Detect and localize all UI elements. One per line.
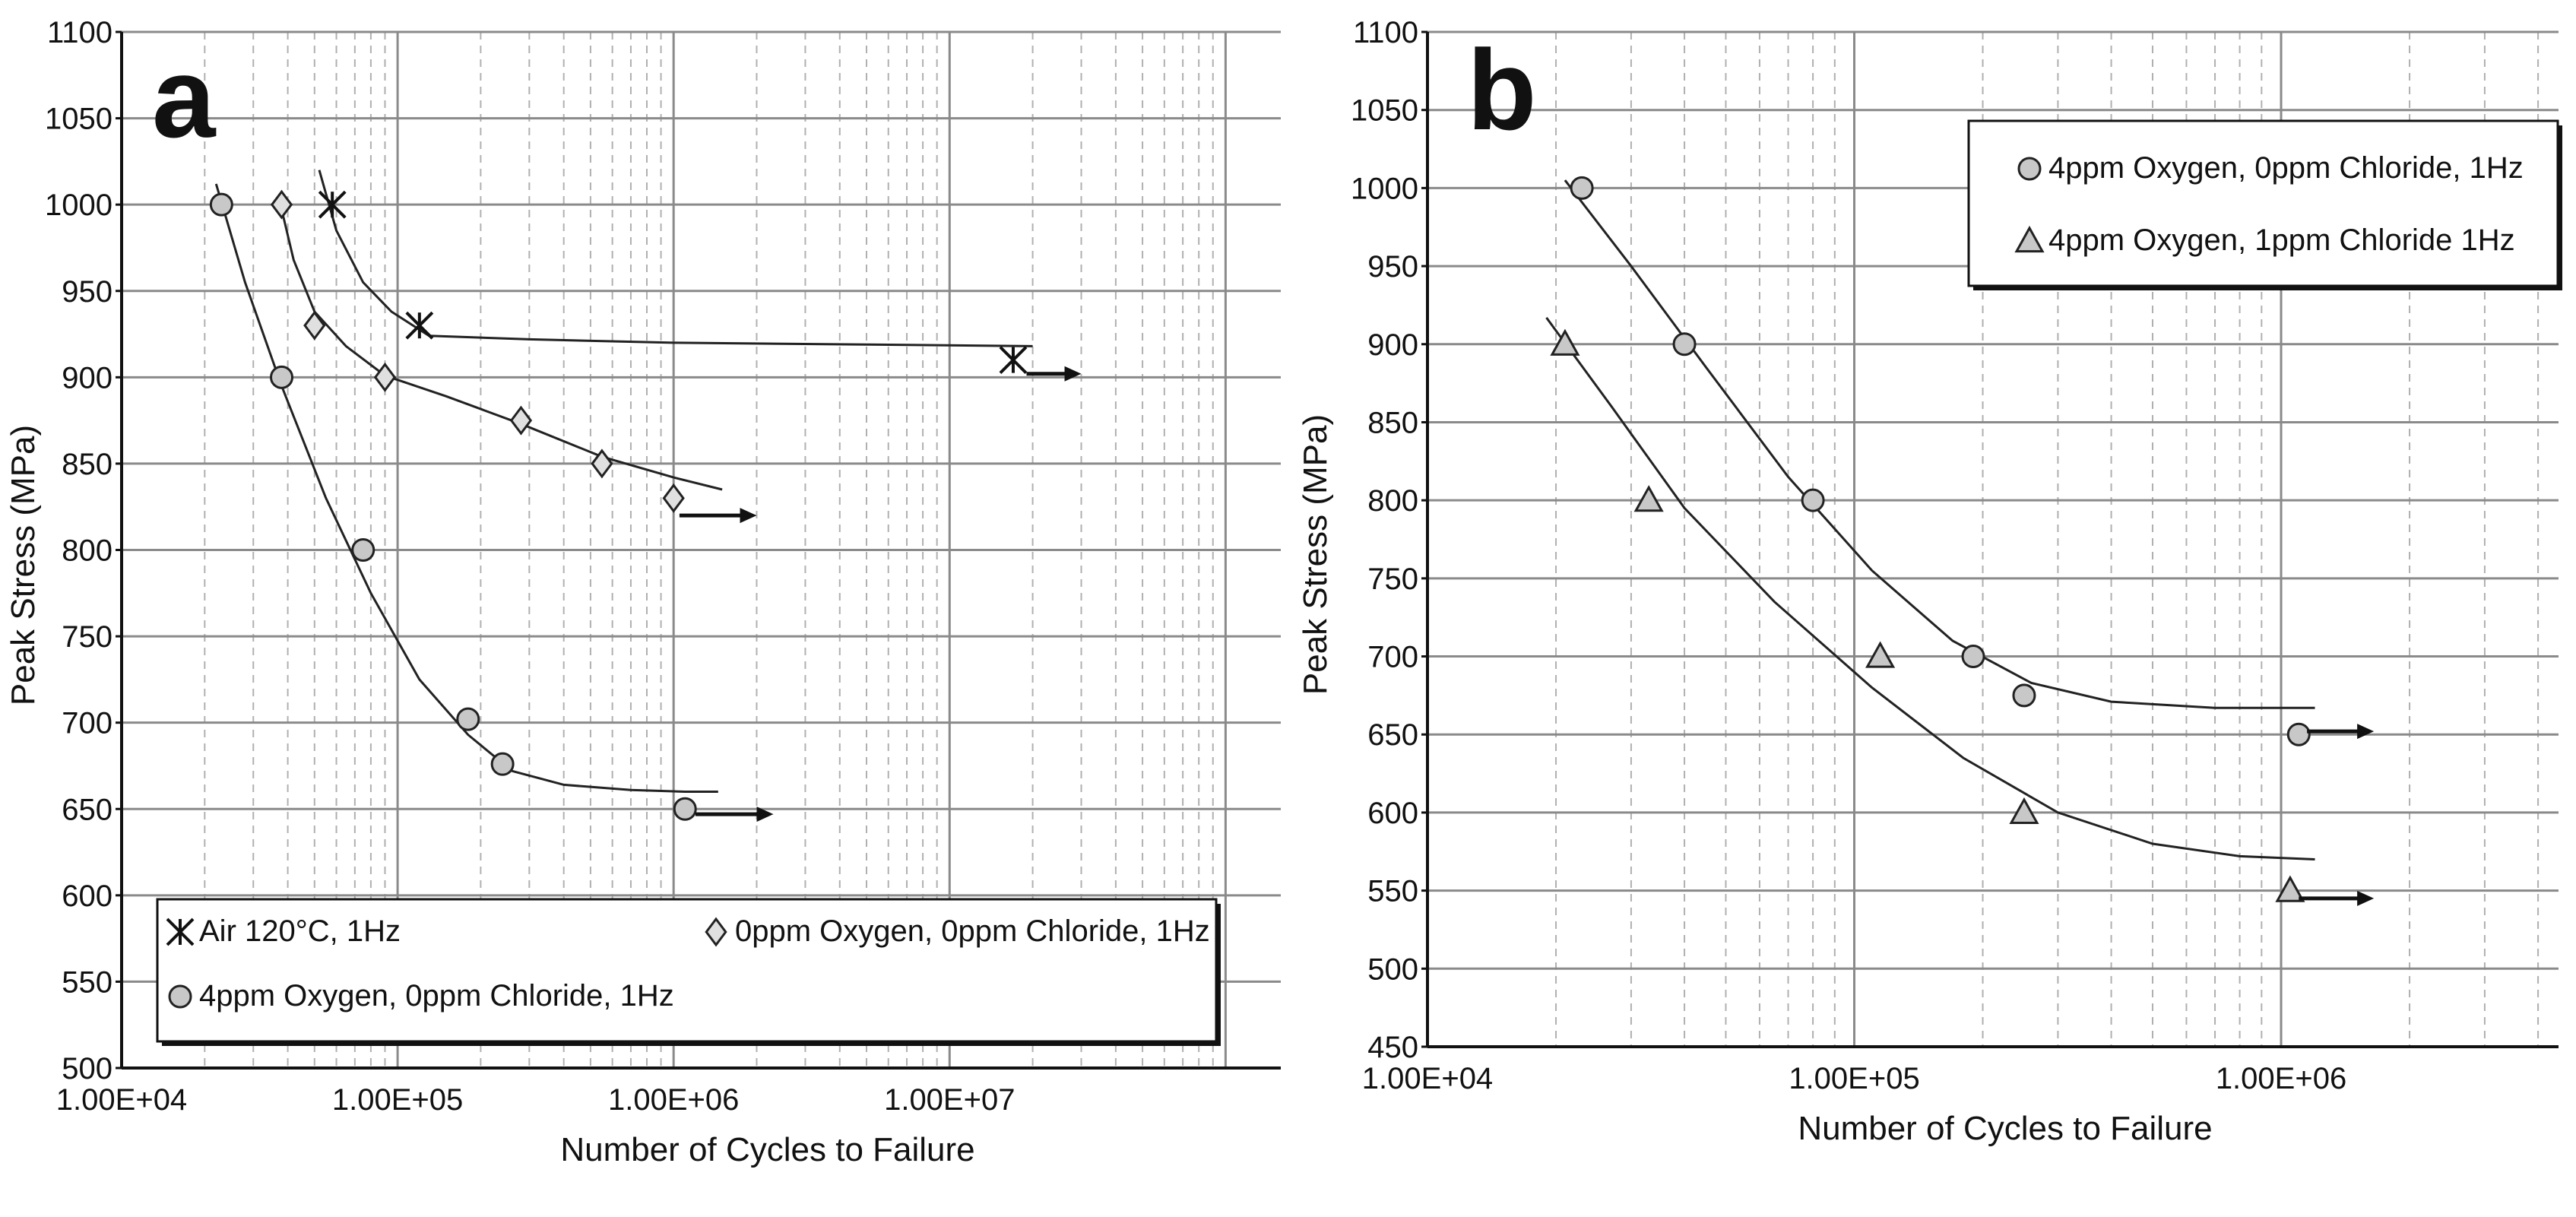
legend-label: Air 120°C, 1Hz xyxy=(199,914,401,948)
fit-curve xyxy=(214,183,718,793)
triangle-marker xyxy=(2014,225,2045,253)
triangle-marker xyxy=(2009,797,2039,825)
circle-marker xyxy=(209,192,233,217)
diamond-marker xyxy=(270,189,293,220)
panel-letter: b xyxy=(1467,26,1537,154)
x-tick-label: 1.00E+04 xyxy=(1362,1062,1493,1095)
y-tick-label: 650 xyxy=(62,793,112,826)
y-tick-label: 600 xyxy=(62,879,112,913)
panel-a: 500 550 600 650 700 750 800 850 900 950 1000 1050 11… xyxy=(5,16,1281,1168)
asterisk-marker xyxy=(166,918,195,946)
gridlines xyxy=(122,30,1281,1070)
y-tick-label: 650 xyxy=(1367,718,1418,752)
x-tick-label: 1.00E+06 xyxy=(608,1083,739,1117)
runout-arrow-head xyxy=(2357,724,2375,740)
y-axis-title: Peak Stress (MPa) xyxy=(5,425,42,705)
fit-curve xyxy=(1545,317,2315,860)
fit-curve xyxy=(277,195,723,491)
y-tick-label: 750 xyxy=(62,620,112,654)
y-tick-label: 450 xyxy=(1367,1031,1418,1064)
y-tick-label: 950 xyxy=(1367,250,1418,284)
diamond-marker xyxy=(705,917,727,947)
circle-marker xyxy=(490,752,515,776)
panel-letter: a xyxy=(152,33,217,161)
y-tick-label: 1100 xyxy=(1353,16,1418,49)
asterisk-marker xyxy=(318,190,347,219)
runout-arrow-head xyxy=(1064,366,1082,382)
y-tick-label: 550 xyxy=(62,965,112,999)
y-tick-label: 1100 xyxy=(47,16,112,49)
y-tick-label: 700 xyxy=(62,707,112,740)
circle-marker xyxy=(2286,722,2311,746)
triangle-marker xyxy=(1865,641,1896,668)
circle-marker xyxy=(270,365,294,389)
x-tick-label: 1.00E+05 xyxy=(332,1083,463,1117)
legend: 4ppm Oxygen, 0ppm Chloride, 1Hz 4ppm Oxyg… xyxy=(1967,119,2562,290)
circle-marker xyxy=(1570,176,1594,200)
y-tick-label: 1000 xyxy=(45,189,112,222)
x-tick-label: 1.00E+07 xyxy=(884,1083,1015,1117)
circle-marker xyxy=(456,707,480,731)
diamond-marker xyxy=(509,405,533,436)
y-tick-label: 1050 xyxy=(1351,94,1418,128)
legend: Air 120°C, 1Hz 0ppm Oxygen, 0ppm Chloride… xyxy=(156,898,1221,1046)
series-circle xyxy=(209,183,774,822)
y-axis-title: Peak Stress (MPa) xyxy=(1297,414,1334,695)
series-triangle xyxy=(1545,317,2375,906)
triangle-marker xyxy=(1550,328,1580,356)
legend-label: 4ppm Oxygen, 0ppm Chloride, 1Hz xyxy=(2048,151,2524,185)
y-tick-label: 900 xyxy=(62,361,112,395)
legend-box xyxy=(1967,119,2559,287)
panel-b: 450 500 550 600 650 700 750 800 850 900 950 1000 105… xyxy=(1297,16,2562,1147)
asterisk-marker xyxy=(999,346,1028,375)
diamond-marker xyxy=(373,362,397,392)
y-tick-label: 700 xyxy=(1367,641,1418,674)
diamond-marker xyxy=(303,310,326,341)
x-tick-label: 1.00E+05 xyxy=(1789,1062,1919,1095)
circle-marker xyxy=(1961,645,1985,669)
y-tick-label: 850 xyxy=(62,448,112,481)
y-tick-label: 750 xyxy=(1367,563,1418,596)
y-tick-label: 950 xyxy=(62,275,112,309)
circle-marker xyxy=(168,984,192,1009)
legend-label: 4ppm Oxygen, 0ppm Chloride, 1Hz xyxy=(199,979,674,1013)
y-tick-label: 1000 xyxy=(1351,172,1418,205)
circle-marker xyxy=(1801,488,1825,512)
runout-arrow-head xyxy=(740,508,757,524)
asterisk-marker xyxy=(405,311,434,340)
diamond-marker xyxy=(591,448,613,479)
y-tick-label: 800 xyxy=(1367,484,1418,518)
y-tick-label: 900 xyxy=(1367,328,1418,362)
y-tick-label: 600 xyxy=(1367,797,1418,830)
series-asterisk xyxy=(318,170,1082,382)
y-tick-label: 550 xyxy=(1367,875,1418,908)
fit-curve xyxy=(1564,179,2315,709)
triangle-marker xyxy=(2275,875,2305,902)
y-tick-label: 850 xyxy=(1367,406,1418,439)
circle-marker xyxy=(2017,157,2042,181)
x-axis-title: Number of Cycles to Failure xyxy=(1798,1110,2212,1147)
runout-arrow-head xyxy=(756,807,774,822)
y-tick-label: 800 xyxy=(62,534,112,568)
circle-marker xyxy=(351,538,375,562)
diamond-marker xyxy=(662,483,685,513)
circle-marker xyxy=(2012,683,2036,708)
series-diamond xyxy=(270,189,757,524)
circle-marker xyxy=(673,797,697,821)
x-tick-label: 1.00E+04 xyxy=(56,1083,187,1117)
y-tick-label: 500 xyxy=(62,1052,112,1085)
x-axis-title: Number of Cycles to Failure xyxy=(560,1131,974,1168)
circle-marker xyxy=(1672,332,1697,357)
x-tick-label: 1.00E+06 xyxy=(2216,1062,2346,1095)
legend-box xyxy=(156,898,1218,1043)
legend-label: 4ppm Oxygen, 1ppm Chloride 1Hz xyxy=(2048,223,2515,257)
y-tick-label: 500 xyxy=(1367,952,1418,986)
runout-arrow-head xyxy=(2357,890,2375,906)
legend-label: 0ppm Oxygen, 0ppm Chloride, 1Hz xyxy=(735,914,1210,948)
triangle-marker xyxy=(1633,485,1664,512)
series-circle xyxy=(1564,176,2375,746)
y-tick-label: 1050 xyxy=(45,103,112,136)
